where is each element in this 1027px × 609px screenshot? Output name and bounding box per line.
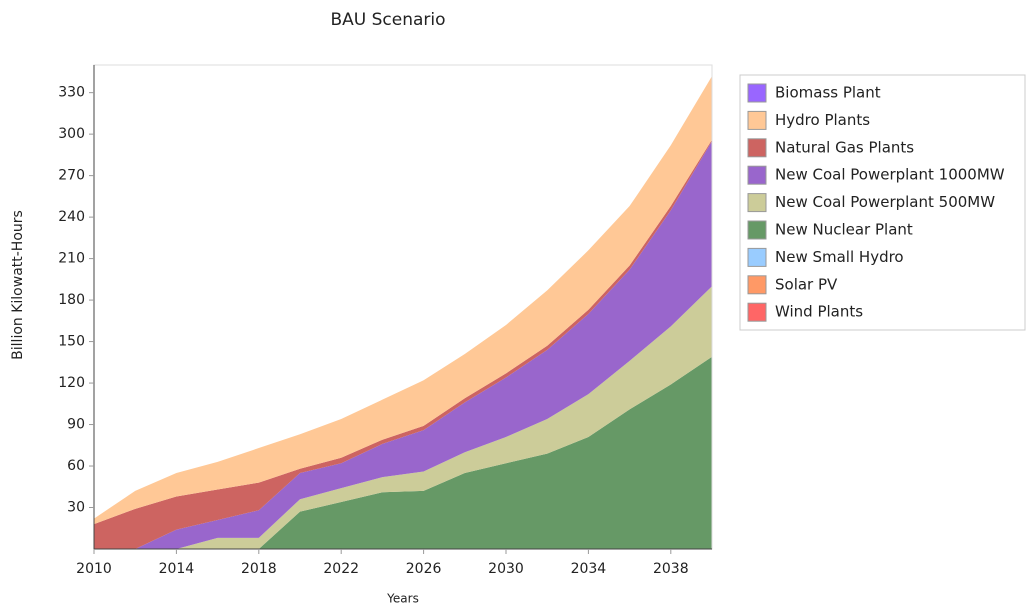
legend-label: New Coal Powerplant 500MW [775,193,995,211]
y-tick-label: 30 [67,500,85,516]
legend-swatch [747,110,767,130]
area [94,141,712,550]
legend-swatch [747,83,767,103]
legend-label: Biomass Plant [775,84,881,102]
y-tick-label: 300 [58,126,85,142]
x-axis-label: Years [386,592,419,606]
chart-title: BAU Scenario [330,10,445,30]
area [94,76,712,525]
x-tick-label: 2010 [76,561,112,577]
legend-label: New Small Hydro [775,248,904,266]
y-tick-label: 120 [58,375,85,391]
legend-swatch [747,165,767,185]
legend-label: Solar PV [775,275,838,293]
legend-swatch [747,302,767,322]
y-axis-label: Billion Kilowatt-Hours [10,210,26,360]
y-tick-label: 240 [58,209,85,225]
x-tick-label: 2030 [488,561,524,577]
legend-swatch [747,247,767,267]
area [94,286,712,549]
legend-box [739,74,1026,331]
y-tick-label: 330 [58,85,85,101]
legend-swatch [747,138,767,158]
legend-label: New Nuclear Plant [775,221,913,239]
x-tick-label: 2026 [406,561,442,577]
y-tick-label: 60 [67,458,85,474]
y-tick-label: 210 [58,251,85,267]
legend-swatch [747,220,767,240]
x-tick-label: 2022 [323,561,359,577]
y-tick-label: 90 [67,417,85,433]
legend-swatch [747,275,767,295]
y-tick-label: 270 [58,168,85,184]
legend-label: Natural Gas Plants [775,138,914,156]
y-tick-label: 180 [58,292,85,308]
x-tick-label: 2014 [159,561,195,577]
legend-swatch [747,193,767,213]
area [94,356,712,549]
x-tick-label: 2038 [653,561,689,577]
x-tick-label: 2034 [571,561,607,577]
legend-label: New Coal Powerplant 1000MW [775,166,1005,184]
legend-label: Hydro Plants [775,111,870,129]
area [94,139,712,549]
legend-label: Wind Plants [775,303,863,321]
y-tick-label: 150 [58,334,85,350]
x-tick-label: 2018 [241,561,277,577]
